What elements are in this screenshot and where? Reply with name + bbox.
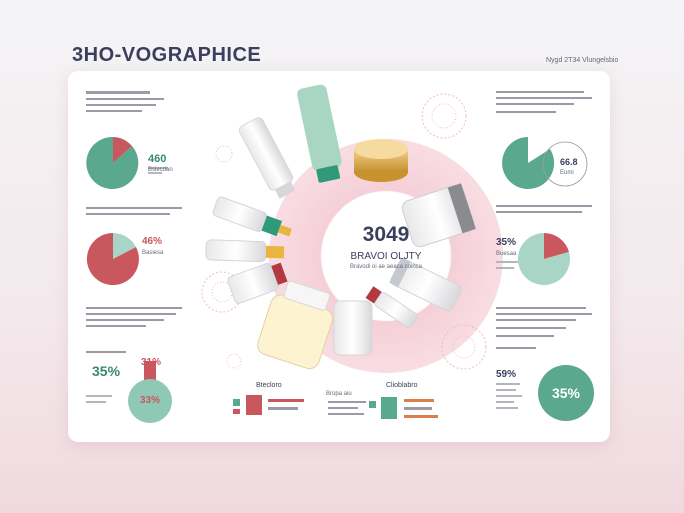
left-panel-2 [86,207,182,285]
right-panel-3-value: 59% [496,369,517,380]
product-jar-right [401,183,476,248]
left-pie-2-main [86,232,139,285]
infographic-canvas [86,84,594,423]
left-panel-1-sub: Bsiecdan [148,167,173,173]
product-tube-right [389,257,462,312]
product-tube-white [238,117,296,199]
right-badge-circle [538,365,594,421]
bottom-bars-left [233,395,304,415]
left-badge-circle [128,379,172,423]
left-panel-3-value-2: 31% [141,357,162,368]
left-panel-1-value: 460 [148,153,167,165]
product-tube-teal [297,84,342,183]
left-pie-1-slice [113,137,132,163]
left-pie-2-slice [113,233,136,259]
center-label: BRAVOI OLJTY [350,251,422,262]
bottom-label-right: Clioblabro [386,382,418,389]
right-panel-1-value: 66.8 [560,157,578,167]
left-pie-1-main [86,136,139,189]
right-badge-value: 35% [551,385,581,401]
product-red-cap-left [227,262,288,304]
bottom-mid-text: Bropa aiu [326,391,352,397]
product-red-cap-right [365,286,418,328]
right-panel-1-sub: Eumi [560,170,574,176]
right-pie-2-main [517,232,570,285]
left-panel-1 [86,91,168,189]
left-panel-3-value: 35% [92,363,121,379]
bottom-bars-right [369,397,438,419]
right-ring-1 [542,141,588,187]
right-panel-2-sub: Buesaa [496,251,517,257]
left-badge-value: 33% [139,395,160,406]
bottom-label-left: Btecloro [256,382,282,389]
left-panel-2-value: 46% [142,236,163,247]
right-pie-2-slice [544,233,569,259]
left-panel-2-sub: Basiesa [142,250,164,256]
page-subtitle: Nygd 2T34 Vlungelsbio [546,57,619,64]
center-value: 3049 [362,223,410,246]
product-gold-jar [354,139,408,182]
right-panel-2 [496,205,592,285]
right-panel-2-value: 35% [496,237,517,248]
left-panel-3 [86,307,182,423]
product-pill-jar [257,280,333,370]
product-dropper [205,239,285,263]
right-panel-3 [496,307,594,421]
right-pie-1-main [502,137,555,189]
left-bar-red [144,361,156,381]
page-title: 3HO-VOGRAPHICE [72,44,262,66]
center-caption: Bravodi oi ae aeaca coinca [349,264,423,270]
product-cylinder [333,300,373,356]
infographic-card: 3049 BRAVOI OLJTY Bravodi oi ae aeaca co… [68,71,610,442]
product-serum-teal [212,196,292,237]
bottom-text-lines [328,401,366,415]
right-panel-1 [496,91,592,189]
